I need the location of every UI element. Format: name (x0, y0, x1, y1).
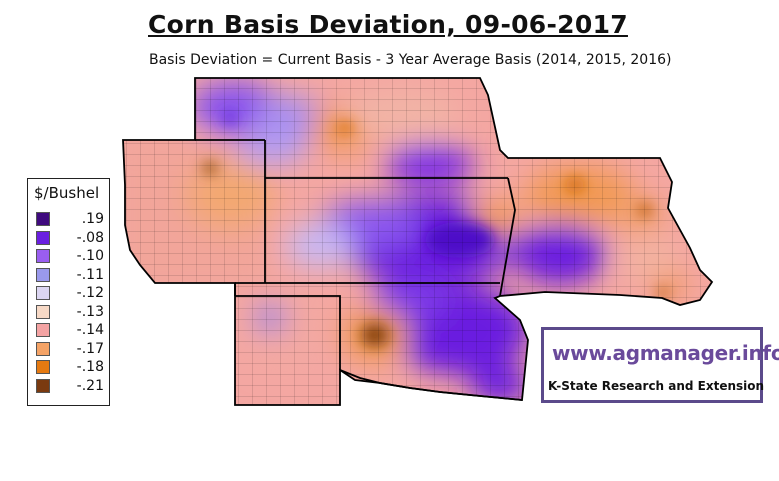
legend-item: -.17 (36, 341, 104, 357)
legend-item: -.21 (36, 378, 104, 394)
legend-swatch (36, 323, 50, 337)
map-title: Corn Basis Deviation, 09-06-2017 (148, 10, 628, 39)
logo-url-text: www.agmanager.info (552, 341, 779, 365)
legend-item: -.18 (36, 359, 104, 375)
legend-swatch (36, 249, 50, 263)
legend-label: -.13 (76, 303, 104, 320)
legend-label: -.11 (76, 266, 104, 283)
legend: $/Bushel .19 -.08 -.10 -.11 -.12 -.13 -.14 -.17… (27, 178, 110, 406)
legend-swatch (36, 304, 50, 319)
legend-label: .19 (81, 211, 104, 227)
legend-item: .19 (36, 211, 104, 227)
legend-item: -.11 (36, 267, 104, 283)
legend-item: -.12 (36, 285, 104, 301)
legend-item: -.08 (36, 230, 104, 246)
legend-label: -.08 (76, 229, 104, 246)
legend-title: $/Bushel (34, 184, 100, 202)
legend-swatch (36, 286, 50, 300)
legend-swatch (36, 360, 50, 374)
legend-label: -.17 (76, 340, 104, 357)
legend-item: -.10 (36, 248, 104, 264)
legend-swatch (36, 341, 50, 356)
legend-label: -.18 (76, 359, 104, 375)
legend-swatch (36, 212, 50, 226)
legend-label: -.14 (76, 322, 104, 338)
legend-swatch (36, 230, 50, 245)
legend-item: -.14 (36, 322, 104, 338)
legend-label: -.21 (76, 377, 104, 394)
logo-org-text: K-State Research and Extension (548, 379, 765, 393)
agmanager-logo: www.agmanager.info K-State Research and … (541, 327, 779, 403)
legend-label: -.12 (76, 285, 104, 301)
map-subtitle: Basis Deviation = Current Basis - 3 Year… (149, 52, 672, 68)
legend-swatch (36, 378, 50, 393)
legend-label: -.10 (76, 248, 104, 264)
legend-item: -.13 (36, 304, 104, 320)
legend-swatch (36, 267, 50, 282)
